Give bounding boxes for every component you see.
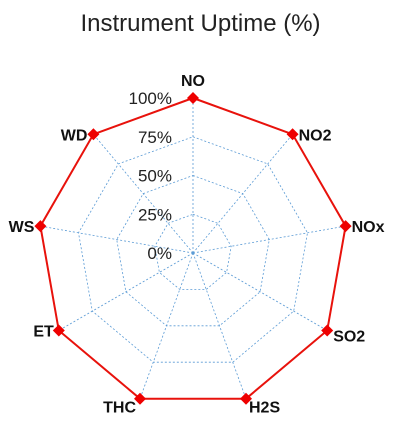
tick-label-0: 0% [147,244,172,263]
tick-label-100: 100% [129,89,172,108]
spoke-no2 [192,134,293,254]
radar-series [34,92,352,405]
data-point-no2 [286,128,299,141]
spoke-et [58,252,194,331]
data-point-et [52,324,65,337]
data-point-nox [339,220,352,233]
category-label-h2s: H2S [249,400,280,417]
spoke-ws [40,225,194,254]
category-label-thc: THC [103,400,136,417]
spoke-wd [93,134,194,254]
data-point-thc [134,392,146,405]
radial-tick-labels: 0% 25% 50% 75% 100% [129,89,172,263]
category-label-no: NO [181,73,205,90]
category-label-wd: WD [61,127,88,144]
spoke-h2s [192,252,247,399]
category-label-ws: WS [9,219,35,236]
spoke-nox [192,225,346,254]
spoke-thc [139,252,194,399]
grid-ring-50 [116,175,270,327]
data-point-so2 [321,324,334,337]
chart-title: Instrument Uptime (%) [80,10,321,37]
category-label-no2: NO2 [299,127,332,144]
spoke-so2 [192,252,328,331]
tick-label-50: 50% [138,167,172,186]
data-point-no [187,92,199,104]
category-labels: NO NO2 NOx SO2 H2S THC ET WS WD [9,73,385,417]
data-point-h2s [240,392,252,405]
grid-ring-75 [78,136,308,363]
data-point-ws [34,220,47,233]
category-label-et: ET [33,324,54,341]
tick-label-25: 25% [138,205,172,224]
category-label-so2: SO2 [333,329,365,346]
data-point-wd [87,128,100,141]
category-label-nox: NOx [352,219,385,236]
tick-label-75: 75% [138,128,172,147]
series-line-0 [39,96,347,400]
